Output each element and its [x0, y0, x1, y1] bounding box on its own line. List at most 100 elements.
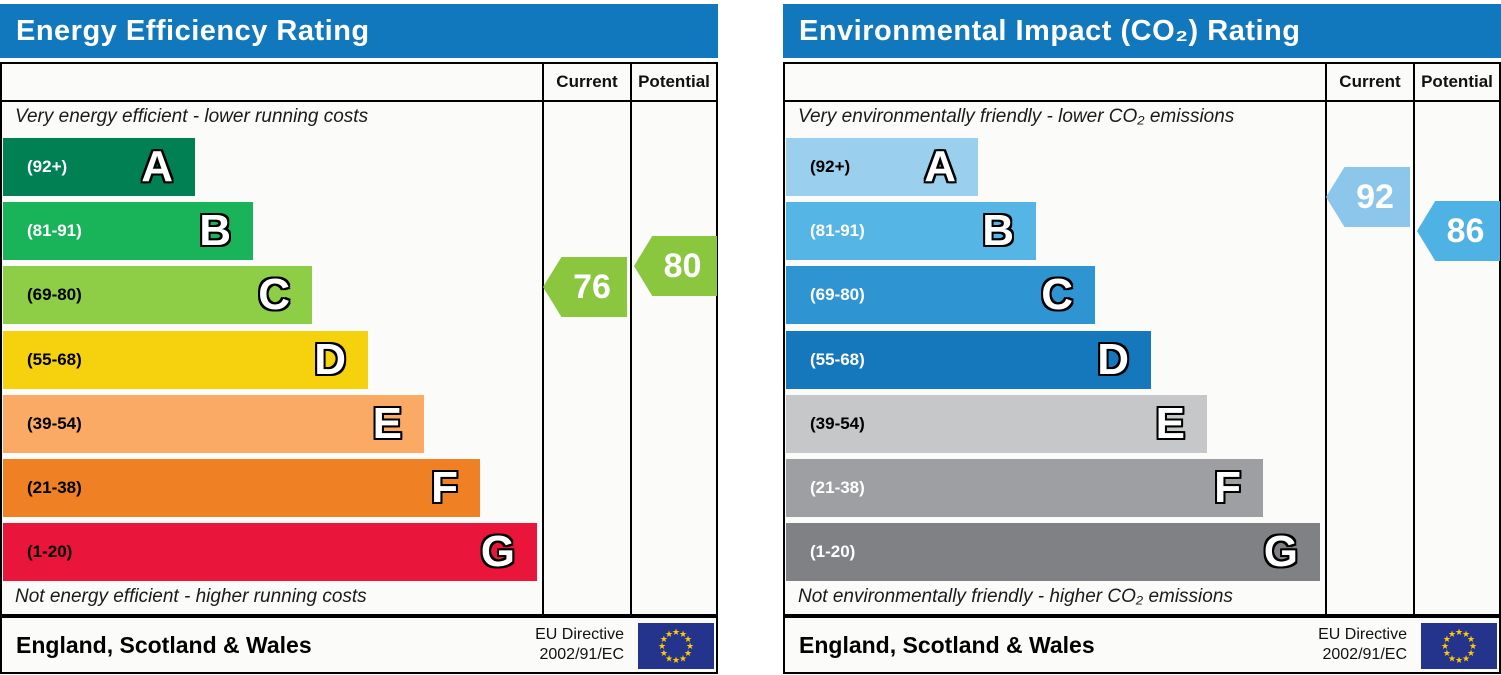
band-a: (92+) A — [786, 138, 978, 196]
potential-rating-value: 86 — [1446, 211, 1485, 250]
band-range-label: (69-80) — [27, 285, 82, 305]
band-range-label: (92+) — [810, 157, 851, 176]
current-rating-value: 76 — [573, 267, 611, 306]
eu-directive-label: EU Directive 2002/91/EC — [535, 625, 624, 665]
band-letter: G — [480, 527, 515, 577]
svg-text:★: ★ — [1443, 634, 1451, 644]
potential-rating-value: 80 — [663, 246, 702, 285]
bottom-note: Not energy efficient - higher running co… — [15, 586, 367, 607]
environmental-title-bar: Environmental Impact (CO₂) Rating — [783, 4, 1501, 58]
band-b: (81-91) B — [786, 202, 1036, 261]
eu-flag-icon: ★ ★ ★ ★ ★ ★ ★ ★ ★ ★ ★ ★ — [1421, 623, 1497, 669]
svg-text:★: ★ — [684, 634, 692, 644]
band-letter: A — [924, 142, 956, 191]
band-letter: D — [1097, 334, 1129, 384]
svg-text:★: ★ — [679, 629, 687, 639]
top-note: Very energy efficient - lower running co… — [15, 106, 369, 127]
svg-text:★: ★ — [1469, 641, 1477, 651]
band-letter: F — [431, 463, 458, 512]
svg-text:★: ★ — [672, 627, 680, 637]
potential-column-header: Potential — [638, 72, 710, 91]
svg-text:★: ★ — [1462, 653, 1470, 663]
band-f: (21-38) F — [786, 459, 1263, 517]
eu-directive-label: EU Directive 2002/91/EC — [1318, 625, 1407, 665]
svg-text:★: ★ — [1467, 648, 1475, 658]
energy-chart-footer: England, Scotland & Wales EU Directive 2… — [0, 616, 718, 674]
svg-text:★: ★ — [684, 648, 692, 658]
band-f: (21-38) F — [3, 459, 480, 517]
energy-title-bar: Energy Efficiency Rating — [0, 4, 718, 58]
energy-chart-title: Energy Efficiency Rating — [16, 14, 370, 47]
potential-column-header: Potential — [1421, 72, 1493, 91]
header-row-divider — [785, 100, 1499, 102]
current-column-divider — [542, 64, 544, 614]
band-letter: F — [1214, 463, 1241, 512]
region-label: England, Scotland & Wales — [16, 631, 312, 658]
svg-text:★: ★ — [660, 634, 668, 644]
energy-efficiency-chart: Energy Efficiency Rating Current Potenti… — [0, 0, 718, 675]
potential-rating-arrow: 86 — [1417, 201, 1500, 261]
band-letter: D — [314, 334, 346, 384]
band-g: (1-20) G — [3, 523, 537, 582]
band-d: (55-68) D — [786, 330, 1151, 389]
band-b: (81-91) B — [3, 202, 253, 261]
band-letter: C — [258, 270, 290, 320]
band-g: (1-20) G — [786, 523, 1320, 582]
environmental-rating-table: Current Potential Very environmentally f… — [783, 62, 1501, 616]
environmental-impact-chart: Environmental Impact (CO₂) Rating Curren… — [783, 0, 1501, 675]
band-range-label: (55-68) — [810, 349, 865, 369]
band-letter: G — [1263, 527, 1298, 577]
band-range-label: (81-91) — [27, 221, 82, 241]
band-c: (69-80) C — [3, 266, 312, 325]
current-rating-value: 92 — [1356, 177, 1394, 216]
environmental-chart-title: Environmental Impact (CO₂) Rating — [799, 14, 1301, 47]
svg-text:★: ★ — [665, 629, 673, 639]
band-letter: B — [199, 206, 231, 256]
band-range-label: (92+) — [27, 157, 68, 176]
svg-text:★: ★ — [665, 653, 673, 663]
region-label: England, Scotland & Wales — [799, 631, 1095, 658]
bottom-note: Not environmentally friendly - higher CO… — [798, 586, 1233, 607]
band-range-label: (21-38) — [27, 478, 82, 497]
band-range-label: (69-80) — [810, 285, 865, 305]
band-d: (55-68) D — [3, 330, 368, 389]
svg-text:★: ★ — [658, 641, 666, 651]
current-column-header: Current — [556, 72, 618, 91]
band-letter: A — [141, 142, 173, 191]
eu-directive-line2: 2002/91/EC — [539, 646, 624, 663]
band-c: (69-80) C — [786, 266, 1095, 325]
energy-rating-table: Current Potential Very energy efficient … — [0, 62, 718, 616]
svg-text:★: ★ — [1462, 629, 1470, 639]
current-column-divider — [1325, 64, 1327, 614]
svg-text:★: ★ — [1443, 648, 1451, 658]
svg-text:★: ★ — [1455, 655, 1463, 665]
band-range-label: (1-20) — [27, 542, 73, 562]
svg-text:★: ★ — [679, 653, 687, 663]
band-e: (39-54) E — [3, 394, 424, 453]
svg-text:★: ★ — [1448, 653, 1456, 663]
band-range-label: (81-91) — [810, 221, 865, 241]
band-letter: C — [1041, 270, 1073, 320]
svg-text:★: ★ — [660, 648, 668, 658]
eu-directive-line1: EU Directive — [1318, 626, 1407, 643]
svg-text:★: ★ — [1455, 627, 1463, 637]
band-letter: E — [1155, 398, 1185, 448]
band-range-label: (39-54) — [27, 413, 82, 433]
band-letter: B — [982, 206, 1014, 256]
environmental-chart-footer: England, Scotland & Wales EU Directive 2… — [783, 616, 1501, 674]
band-range-label: (55-68) — [27, 349, 82, 369]
svg-text:★: ★ — [1467, 634, 1475, 644]
svg-text:★: ★ — [686, 641, 694, 651]
band-a: (92+) A — [3, 138, 195, 196]
header-row-divider — [2, 100, 716, 102]
band-e: (39-54) E — [786, 394, 1207, 453]
band-letter: E — [372, 398, 402, 448]
current-rating-arrow: 92 — [1326, 167, 1410, 227]
eu-directive-line1: EU Directive — [535, 626, 624, 643]
band-range-label: (1-20) — [810, 542, 856, 562]
svg-text:★: ★ — [1441, 641, 1449, 651]
potential-rating-arrow: 80 — [634, 236, 717, 296]
eu-flag-icon: ★ ★ ★ ★ ★ ★ ★ ★ ★ ★ ★ ★ — [638, 623, 714, 669]
current-rating-arrow: 76 — [543, 257, 627, 317]
